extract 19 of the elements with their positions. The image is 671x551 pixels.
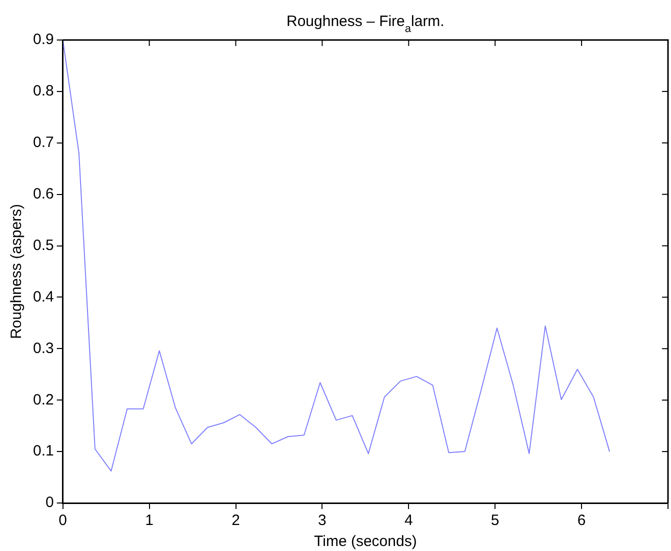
y-tick-label: 0.9 bbox=[32, 31, 54, 48]
x-tick-label: 5 bbox=[490, 512, 500, 530]
y-tick-label: 0.2 bbox=[32, 391, 54, 408]
y-tick-label: 0 bbox=[46, 494, 54, 512]
x-tick-label: 4 bbox=[404, 512, 413, 530]
x-tick-label: 6 bbox=[577, 512, 586, 530]
x-axis-title: Time (seconds) bbox=[314, 533, 417, 550]
x-tick-label: 0 bbox=[58, 512, 68, 530]
y-tick-label: 0.8 bbox=[32, 82, 54, 100]
y-tick-label: 0.5 bbox=[32, 236, 54, 254]
x-tick-label: 1 bbox=[145, 512, 154, 530]
y-axis-title: Roughness (aspers) bbox=[8, 204, 26, 340]
y-tick-label: 0.6 bbox=[32, 185, 54, 202]
x-tick-label: 2 bbox=[232, 512, 240, 530]
y-tick-label: 0.3 bbox=[32, 340, 54, 357]
y-tick-label: 0.1 bbox=[32, 442, 54, 460]
y-tick-label: 0.4 bbox=[32, 288, 54, 306]
y-tick-label: 0.7 bbox=[32, 134, 54, 152]
x-tick-label: 3 bbox=[318, 512, 326, 530]
